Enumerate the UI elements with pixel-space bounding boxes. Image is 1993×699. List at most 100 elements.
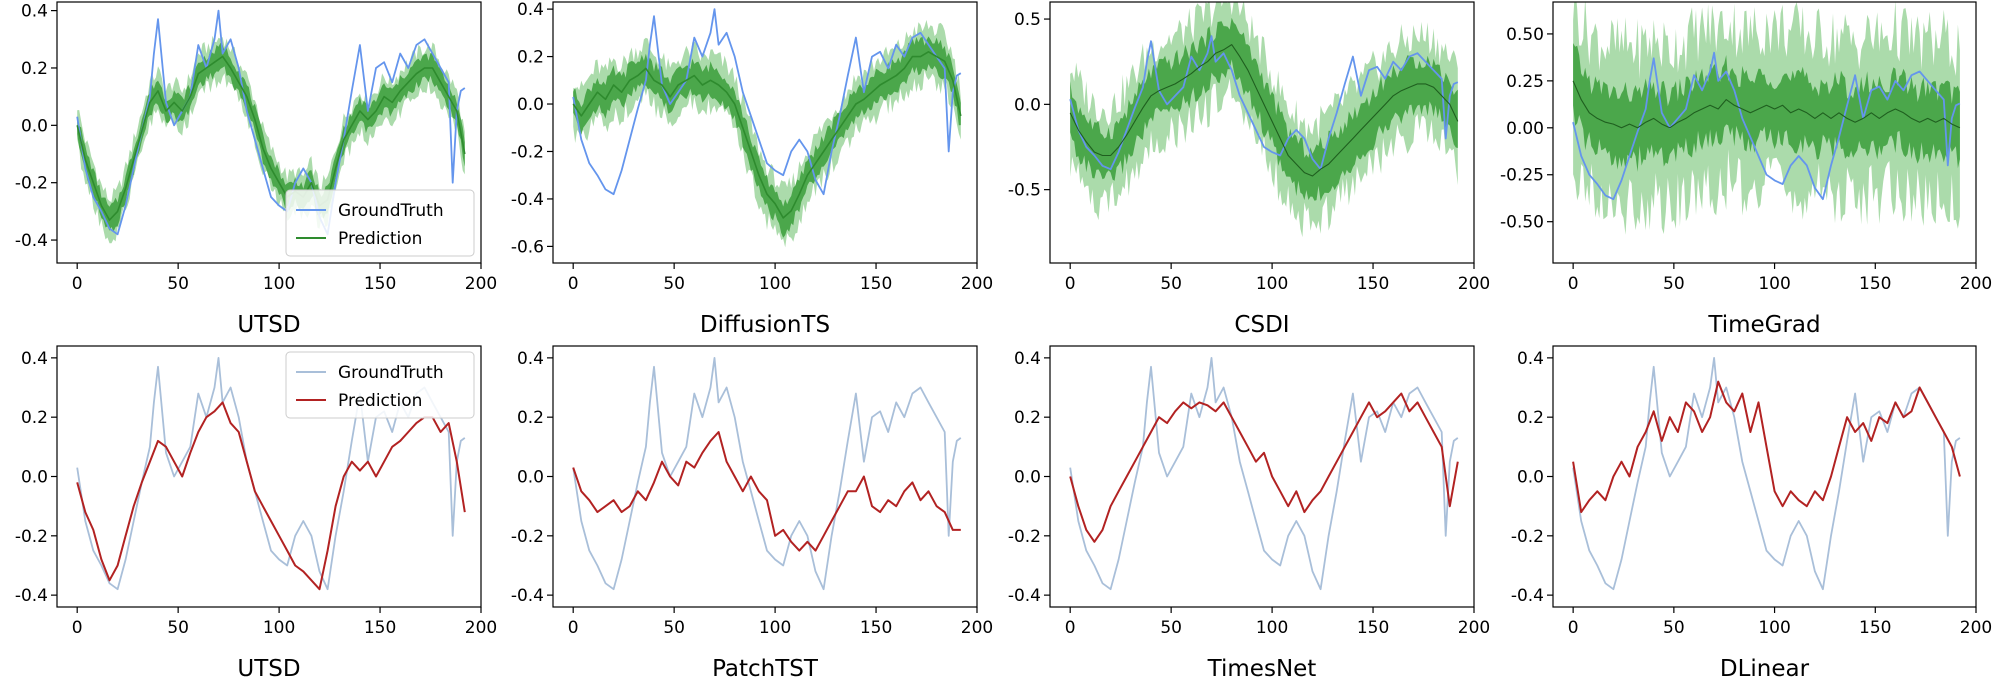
x-tick-label: 150 [364, 618, 396, 638]
y-tick-label: 0.25 [1506, 72, 1544, 92]
y-tick-label: 0.4 [21, 349, 48, 369]
inner-uncertainty-band [573, 36, 961, 238]
x-tick-label: 200 [1458, 274, 1490, 294]
y-tick-label: 0.2 [517, 408, 544, 428]
x-tick-label: 150 [1859, 274, 1891, 294]
panel-title: TimeGrad [1707, 312, 1820, 338]
x-tick-label: 100 [1256, 618, 1288, 638]
y-tick-label: 0.5 [1014, 10, 1041, 30]
axes-frame [552, 1, 978, 264]
panel-title: UTSD [237, 656, 300, 682]
axes-frame [1049, 345, 1475, 608]
y-tick-label: 0.2 [1517, 408, 1544, 428]
y-tick-label: 0.0 [517, 95, 544, 115]
y-tick-label: -0.5 [1008, 181, 1041, 201]
x-tick-label: 150 [1357, 274, 1389, 294]
outer-uncertainty-band [77, 35, 465, 244]
x-tick-label: 50 [1663, 274, 1685, 294]
x-tick-label: 100 [263, 618, 295, 638]
axes-frame [1552, 345, 1977, 608]
plot-area [1572, 2, 1961, 235]
y-tick-label: -0.2 [15, 527, 48, 547]
x-tick-label: 100 [1758, 618, 1790, 638]
x-tick-label: 100 [759, 274, 791, 294]
y-tick-label: 0.4 [1014, 349, 1041, 369]
x-tick-label: 200 [465, 618, 497, 638]
x-tick-label: 50 [663, 618, 685, 638]
x-tick-label: 150 [860, 274, 892, 294]
subplot-timesnet-7: 0 50 100 150 200 -0.4 -0.2 0.0 0.2 0.4 TimesNet [1008, 345, 1490, 682]
panel-title: DLinear [1720, 656, 1810, 682]
inner-uncertainty-band [1573, 43, 1960, 172]
x-tick-label: 100 [759, 618, 791, 638]
y-tick-label: -0.6 [511, 237, 544, 257]
x-tick-label: 0 [568, 618, 579, 638]
plot-area [1069, 356, 1459, 591]
y-tick-label: 0.0 [1517, 468, 1544, 488]
subplot-timegrad-4: 0 50 100 150 200 -0.50 -0.25 0.00 0.25 0.50 TimeGr… [1500, 1, 1992, 338]
prediction-line [572, 50, 962, 219]
x-tick-label: 150 [860, 618, 892, 638]
x-tick-label: 50 [663, 274, 685, 294]
legend-label: Prediction [338, 391, 422, 411]
x-tick-label: 100 [263, 274, 295, 294]
y-tick-label: -0.2 [15, 174, 48, 194]
legend-box [285, 189, 475, 257]
panel-title: DiffusionTS [700, 312, 830, 338]
prediction-line [76, 401, 466, 591]
groundtruth-line [1069, 35, 1459, 171]
panel-title: TimesNet [1207, 656, 1317, 682]
y-tick-label: -0.4 [1008, 586, 1041, 606]
x-tick-label: 150 [364, 274, 396, 294]
x-tick-label: 200 [961, 618, 993, 638]
x-tick-label: 200 [465, 274, 497, 294]
y-tick-label: -0.2 [511, 142, 544, 162]
legend: GroundTruth Prediction [285, 351, 475, 419]
subplot-csdi-3: 0 50 100 150 200 -0.5 0.0 0.5 CSDI [1008, 1, 1490, 338]
x-tick-label: 50 [1663, 618, 1685, 638]
prediction-line [572, 431, 961, 552]
y-tick-label: 0.0 [1014, 95, 1041, 115]
y-tick-label: -0.4 [15, 586, 48, 606]
y-tick-label: -0.2 [511, 527, 544, 547]
legend-label: GroundTruth [338, 363, 444, 383]
prediction-line [76, 55, 466, 221]
axes-frame [552, 345, 978, 608]
groundtruth-line [76, 9, 466, 236]
x-tick-label: 0 [568, 274, 579, 294]
y-tick-label: 0.00 [1506, 119, 1544, 139]
y-tick-label: 0.50 [1506, 25, 1544, 45]
x-tick-label: 0 [1568, 618, 1579, 638]
inner-uncertainty-band [1070, 17, 1458, 202]
panel-title: CSDI [1234, 312, 1289, 338]
axes-frame [56, 1, 482, 264]
plot-area [76, 9, 466, 244]
y-tick-label: 0.0 [517, 468, 544, 488]
y-tick-label: 0.4 [517, 0, 544, 20]
y-tick-label: 0.0 [21, 116, 48, 136]
prediction-line [1069, 392, 1459, 543]
x-tick-label: 50 [167, 274, 189, 294]
y-tick-label: -0.2 [1511, 527, 1544, 547]
plot-area [572, 8, 962, 248]
y-tick-label: 0.4 [517, 349, 544, 369]
panel-title: UTSD [237, 312, 300, 338]
y-tick-label: 0.4 [21, 2, 48, 22]
subplot-patchtst-6: 0 50 100 150 200 -0.4 -0.2 0.0 0.2 0.4 PatchTST [511, 345, 993, 682]
outer-uncertainty-band [573, 19, 961, 248]
x-tick-label: 50 [1160, 274, 1182, 294]
x-tick-label: 200 [961, 274, 993, 294]
groundtruth-line [1572, 51, 1961, 201]
y-tick-label: -0.4 [1511, 586, 1544, 606]
x-tick-label: 200 [1960, 618, 1992, 638]
y-tick-label: 0.2 [1014, 408, 1041, 428]
groundtruth-line [572, 8, 962, 196]
panel-title: PatchTST [712, 656, 819, 682]
x-tick-label: 100 [1256, 274, 1288, 294]
plot-area [572, 356, 962, 591]
subplot-utsd-1: 0 50 100 150 200 -0.4 -0.2 0.0 0.2 0.4 UTSD GroundT… [15, 1, 497, 338]
legend-box [285, 351, 475, 419]
subplot-utsd-5: 0 50 100 150 200 -0.4 -0.2 0.0 0.2 0.4 UTSD GroundT… [15, 345, 497, 682]
legend: GroundTruth Prediction [285, 189, 475, 257]
